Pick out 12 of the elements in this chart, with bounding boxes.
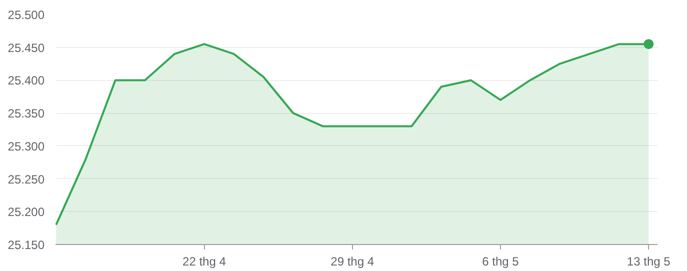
y-tick-label: 25.350 xyxy=(8,106,45,121)
y-tick-label: 25.300 xyxy=(8,139,45,154)
y-tick-label: 25.200 xyxy=(8,205,45,220)
y-tick-label: 25.250 xyxy=(8,172,45,186)
y-tick-label: 25.450 xyxy=(8,40,45,55)
x-tick-label: 13 thg 5 xyxy=(626,254,671,268)
x-tick-label: 6 thg 5 xyxy=(482,254,520,268)
y-tick-label: 25.500 xyxy=(8,8,45,22)
y-tick-label: 25.400 xyxy=(8,74,45,88)
x-tick-label: 22 thg 4 xyxy=(182,254,226,268)
y-tick-label: 25.150 xyxy=(8,238,45,252)
x-tick-label: 29 thg 4 xyxy=(330,254,374,268)
